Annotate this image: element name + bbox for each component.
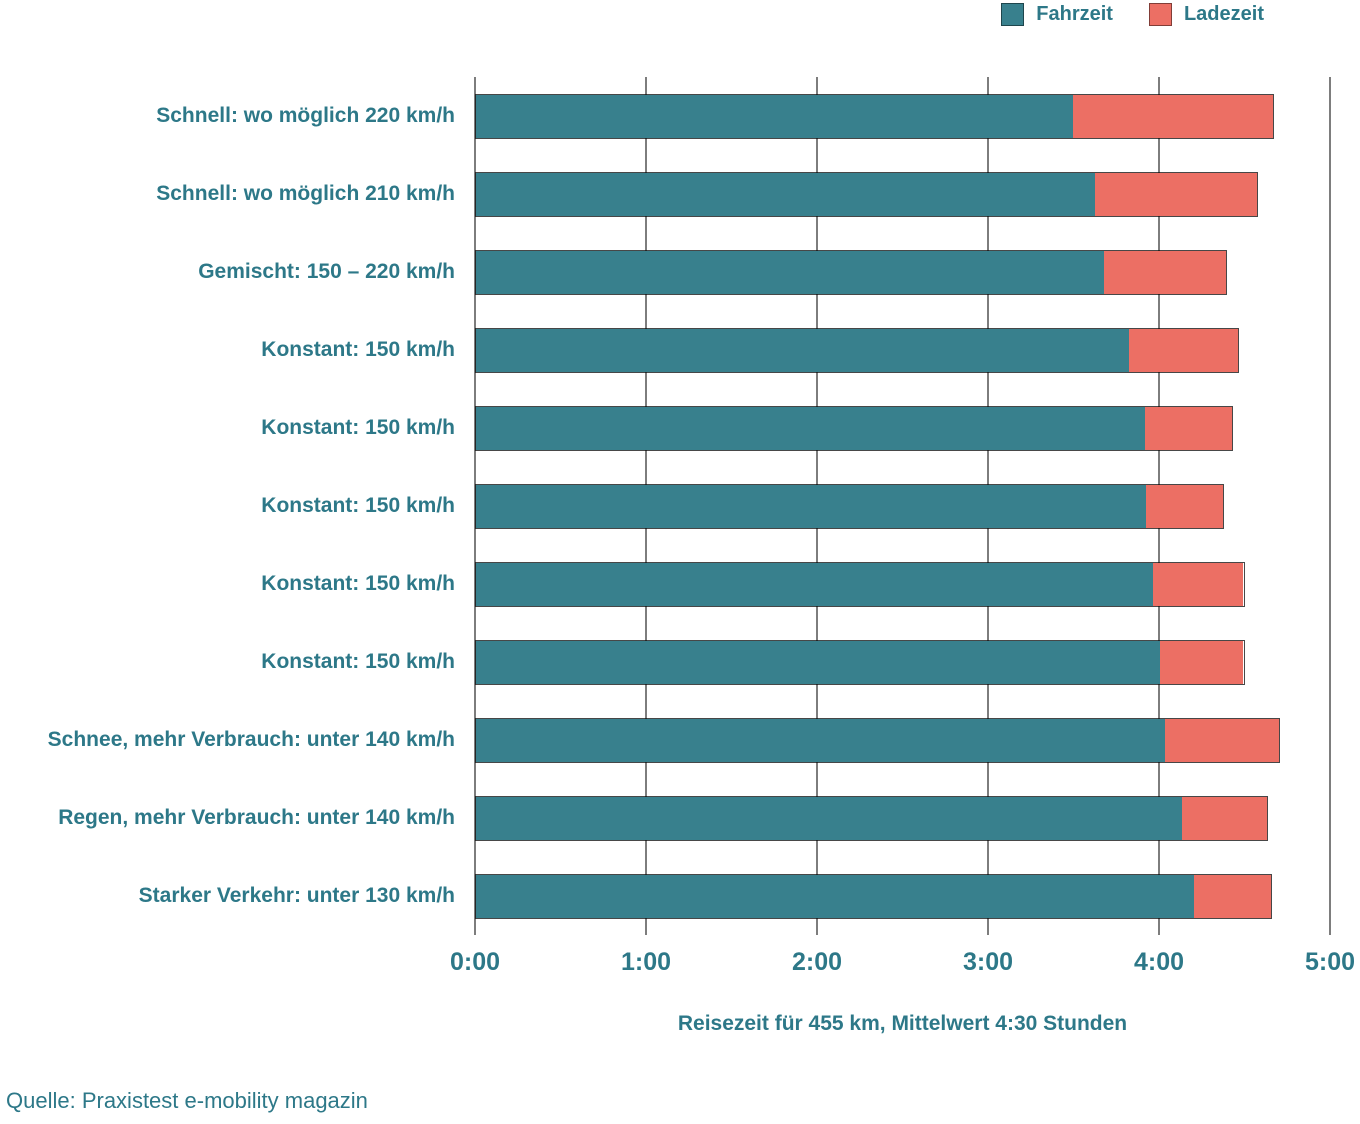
category-label: Konstant: 150 km/h <box>261 338 455 361</box>
x-tick-label: 0:00 <box>449 948 501 976</box>
category-label: Konstant: 150 km/h <box>261 416 455 439</box>
ladezeit-segment <box>1072 94 1273 138</box>
fahrzeit-segment <box>476 94 1073 138</box>
category-label: Schnell: wo möglich 210 km/h <box>156 182 455 205</box>
stacked-bar <box>475 483 1224 529</box>
bar-row <box>475 857 1330 935</box>
bar-row <box>475 77 1330 155</box>
legend: Fahrzeit Ladezeit <box>1001 3 1264 26</box>
category-label: Konstant: 150 km/h <box>261 572 455 595</box>
fahrzeit-swatch-icon <box>1001 3 1025 26</box>
fahrzeit-segment <box>476 718 1166 762</box>
ladezeit-segment <box>1165 718 1280 762</box>
stacked-bar <box>475 405 1233 451</box>
stacked-bar <box>475 561 1245 607</box>
bar-row <box>475 389 1330 467</box>
fahrzeit-segment <box>476 640 1160 684</box>
x-tick-label: 1:00 <box>620 948 672 976</box>
bars <box>475 77 1330 935</box>
x-tick-label: 3:00 <box>962 948 1014 976</box>
ladezeit-segment <box>1182 796 1268 840</box>
x-tick-label: 5:00 <box>1304 948 1356 976</box>
fahrzeit-segment <box>476 562 1154 606</box>
fahrzeit-segment <box>476 406 1145 450</box>
x-axis-title: Reisezeit für 455 km, Mittelwert 4:30 St… <box>677 1012 1128 1035</box>
bar-row <box>475 701 1330 779</box>
plot-area <box>474 77 1331 935</box>
bar-row <box>475 233 1330 311</box>
fahrzeit-segment <box>476 250 1104 294</box>
ladezeit-segment <box>1103 250 1227 294</box>
stacked-bar <box>475 171 1259 217</box>
ladezeit-segment <box>1129 328 1239 372</box>
stacked-bar <box>475 639 1245 685</box>
stacked-bar <box>475 93 1274 139</box>
legend-label-ladezeit: Ladezeit <box>1183 3 1264 25</box>
ladezeit-segment <box>1159 640 1244 684</box>
fahrzeit-segment <box>476 328 1130 372</box>
legend-label-fahrzeit: Fahrzeit <box>1036 3 1113 25</box>
fahrzeit-segment <box>476 172 1096 216</box>
ladezeit-segment <box>1144 406 1232 450</box>
ladezeit-segment <box>1194 874 1271 918</box>
fahrzeit-segment <box>476 484 1147 528</box>
x-tick-label: 4:00 <box>1133 948 1185 976</box>
ladezeit-swatch-icon <box>1148 3 1172 26</box>
category-label: Schnell: wo möglich 220 km/h <box>156 104 455 127</box>
ladezeit-segment <box>1095 172 1258 216</box>
bar-row <box>475 311 1330 389</box>
bar-row <box>475 623 1330 701</box>
legend-item-fahrzeit: Fahrzeit <box>1001 3 1113 26</box>
bar-row <box>475 155 1330 233</box>
stacked-bar <box>475 717 1281 763</box>
ladezeit-segment <box>1153 562 1244 606</box>
fahrzeit-segment <box>476 874 1195 918</box>
legend-item-ladezeit: Ladezeit <box>1148 3 1264 26</box>
gridline-5h <box>1329 77 1331 935</box>
bar-row <box>475 779 1330 857</box>
source-note: Quelle: Praxistest e-mobility magazin <box>6 1088 368 1113</box>
stacked-bar <box>475 795 1269 841</box>
category-label: Konstant: 150 km/h <box>261 650 455 673</box>
fahrzeit-segment <box>476 796 1183 840</box>
stacked-bar <box>475 873 1272 919</box>
bar-row <box>475 545 1330 623</box>
category-label: Starker Verkehr: unter 130 km/h <box>138 884 455 907</box>
stacked-bar <box>475 249 1228 295</box>
category-labels: Schnell: wo möglich 220 km/h Schnell: wo … <box>0 77 455 935</box>
x-tick-label: 2:00 <box>791 948 843 976</box>
x-axis-ticks: 0:00 1:00 2:00 3:00 4:00 5:00 <box>450 948 1355 982</box>
category-label: Gemischt: 150 – 220 km/h <box>198 260 455 283</box>
category-label: Konstant: 150 km/h <box>261 494 455 517</box>
stacked-bar <box>475 327 1240 373</box>
category-label: Regen, mehr Verbrauch: unter 140 km/h <box>58 806 455 829</box>
bar-row <box>475 467 1330 545</box>
category-label: Schnee, mehr Verbrauch: unter 140 km/h <box>47 728 455 751</box>
ladezeit-segment <box>1146 484 1223 528</box>
